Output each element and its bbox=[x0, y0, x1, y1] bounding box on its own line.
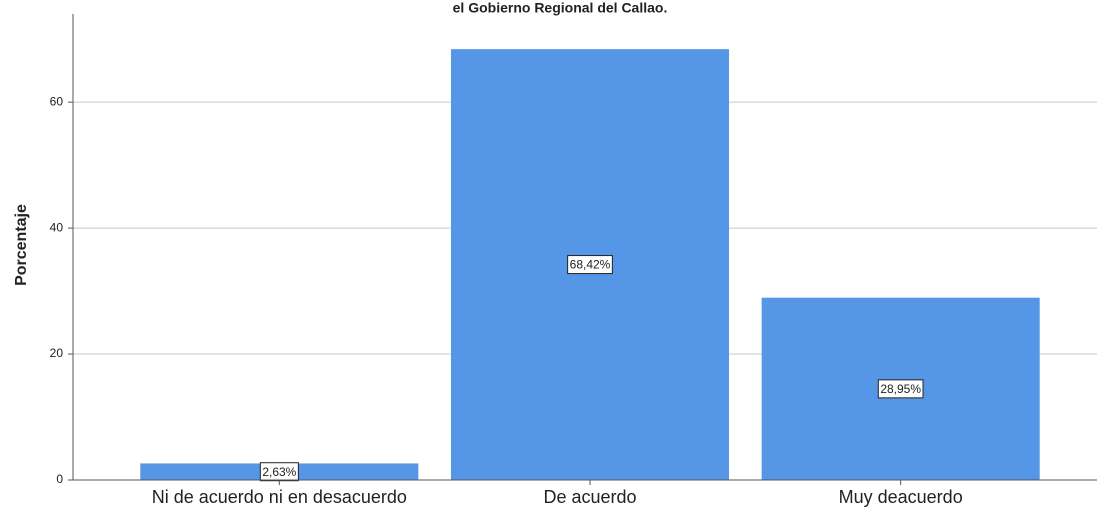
x-tick-label: Muy deacuerdo bbox=[839, 487, 963, 507]
y-tick-label: 40 bbox=[50, 220, 64, 234]
x-tick-label: De acuerdo bbox=[543, 487, 636, 507]
value-label: 28,95% bbox=[880, 382, 921, 396]
value-label-box bbox=[567, 255, 613, 275]
value-label: 68,42% bbox=[570, 258, 611, 272]
chart-title: el Gobierno Regional del Callao. bbox=[453, 0, 668, 16]
y-tick-label: 20 bbox=[50, 346, 64, 360]
value-label-box bbox=[259, 462, 299, 482]
x-tick-label: Ni de acuerdo ni en desacuerdo bbox=[152, 487, 407, 507]
value-label-box bbox=[877, 379, 924, 399]
value-label: 2,63% bbox=[262, 465, 296, 479]
y-tick-label: 0 bbox=[56, 472, 63, 486]
y-axis-label: Porcentaje bbox=[13, 204, 30, 286]
y-tick-label: 60 bbox=[50, 94, 64, 108]
